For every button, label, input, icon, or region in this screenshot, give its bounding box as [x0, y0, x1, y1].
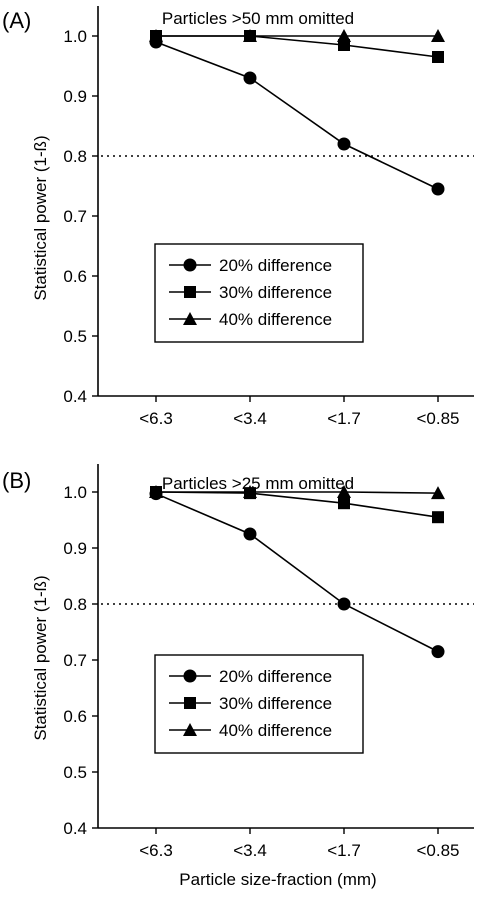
series-line: [155, 41, 439, 190]
legend-item: 30% difference: [169, 283, 332, 302]
x-tick-label: <1.7: [327, 841, 361, 860]
legend-item: 40% difference: [169, 721, 332, 740]
legend-item: 20% difference: [169, 256, 332, 275]
x-tick-label: <0.85: [416, 841, 459, 860]
y-tick-label: 0.8: [63, 147, 87, 166]
y-tick-label: 0.7: [63, 651, 87, 670]
data-point: [337, 137, 351, 151]
legend-marker: [183, 312, 197, 325]
panel-b: (B) Particles >25 mm omitted Statistical…: [2, 464, 474, 860]
series-triangle: [149, 29, 445, 42]
panel-annotation: Particles >50 mm omitted: [162, 9, 354, 28]
legend-label: 20% difference: [219, 256, 332, 275]
legend-item: 40% difference: [169, 310, 332, 329]
legend-label: 40% difference: [219, 721, 332, 740]
y-tick-label: 0.6: [63, 267, 87, 286]
legend-marker: [184, 286, 196, 298]
data-point: [338, 497, 350, 510]
panel-label: (A): [2, 8, 31, 33]
legend: 20% difference 30% difference 40% differen…: [154, 654, 364, 754]
series-line: [155, 491, 439, 518]
legend-item: 20% difference: [169, 667, 332, 686]
data-point: [431, 645, 445, 659]
data-point: [431, 486, 445, 500]
y-tick-label: 0.4: [63, 387, 87, 406]
data-point: [431, 182, 445, 196]
data-point: [337, 485, 351, 498]
data-point: [432, 51, 444, 63]
y-axis-label: Statistical power (1-ß): [31, 135, 50, 300]
data-point: [337, 597, 351, 611]
x-tick-label: <6.3: [139, 841, 173, 860]
legend-label: 20% difference: [219, 667, 332, 686]
panel-label: (B): [2, 468, 31, 493]
y-tick-label: 0.5: [63, 327, 87, 346]
data-point: [243, 29, 257, 42]
y-axis-label: Statistical power (1-ß): [31, 575, 50, 740]
legend-label: 40% difference: [219, 310, 332, 329]
y-tick-label: 0.9: [63, 539, 87, 558]
legend: 20% difference 30% difference 40% differen…: [154, 243, 364, 343]
y-tick-label: 0.7: [63, 207, 87, 226]
y-tick-label: 0.6: [63, 707, 87, 726]
y-tick-label: 1.0: [63, 27, 87, 46]
series-line: [155, 492, 439, 653]
data-point: [337, 29, 351, 42]
series-square: [150, 30, 444, 63]
series-line: [156, 491, 439, 494]
data-point: [243, 527, 257, 541]
panel-a: (A) Particles >50 mm omitted Statistical…: [2, 6, 474, 428]
data-point: [149, 485, 163, 498]
x-tick-label: <1.7: [327, 409, 361, 428]
y-tick-label: 0.5: [63, 763, 87, 782]
y-tick-label: 0.4: [63, 819, 87, 838]
series-circle: [149, 35, 445, 196]
x-axis-label: Particle size-fraction (mm): [179, 870, 376, 889]
series-line: [156, 35, 439, 58]
legend-marker: [183, 723, 197, 736]
data-point: [149, 29, 163, 42]
series-circle: [149, 487, 445, 659]
legend-label: 30% difference: [219, 694, 332, 713]
panel-annotation: Particles >25 mm omitted: [162, 474, 354, 493]
legend-marker: [183, 669, 197, 683]
legend-item: 30% difference: [169, 694, 332, 713]
data-point: [432, 511, 444, 524]
legend-label: 30% difference: [219, 283, 332, 302]
x-tick-label: <0.85: [416, 409, 459, 428]
series-triangle: [149, 485, 445, 500]
data-point: [431, 29, 445, 42]
x-tick-label: <3.4: [233, 841, 267, 860]
x-tick-label: <3.4: [233, 409, 267, 428]
data-point: [243, 485, 257, 498]
y-tick-label: 1.0: [63, 483, 87, 502]
legend-marker: [184, 697, 196, 709]
data-point: [243, 71, 257, 85]
x-tick-label: <6.3: [139, 409, 173, 428]
legend-marker: [183, 258, 197, 272]
y-tick-label: 0.9: [63, 87, 87, 106]
y-tick-label: 0.8: [63, 595, 87, 614]
